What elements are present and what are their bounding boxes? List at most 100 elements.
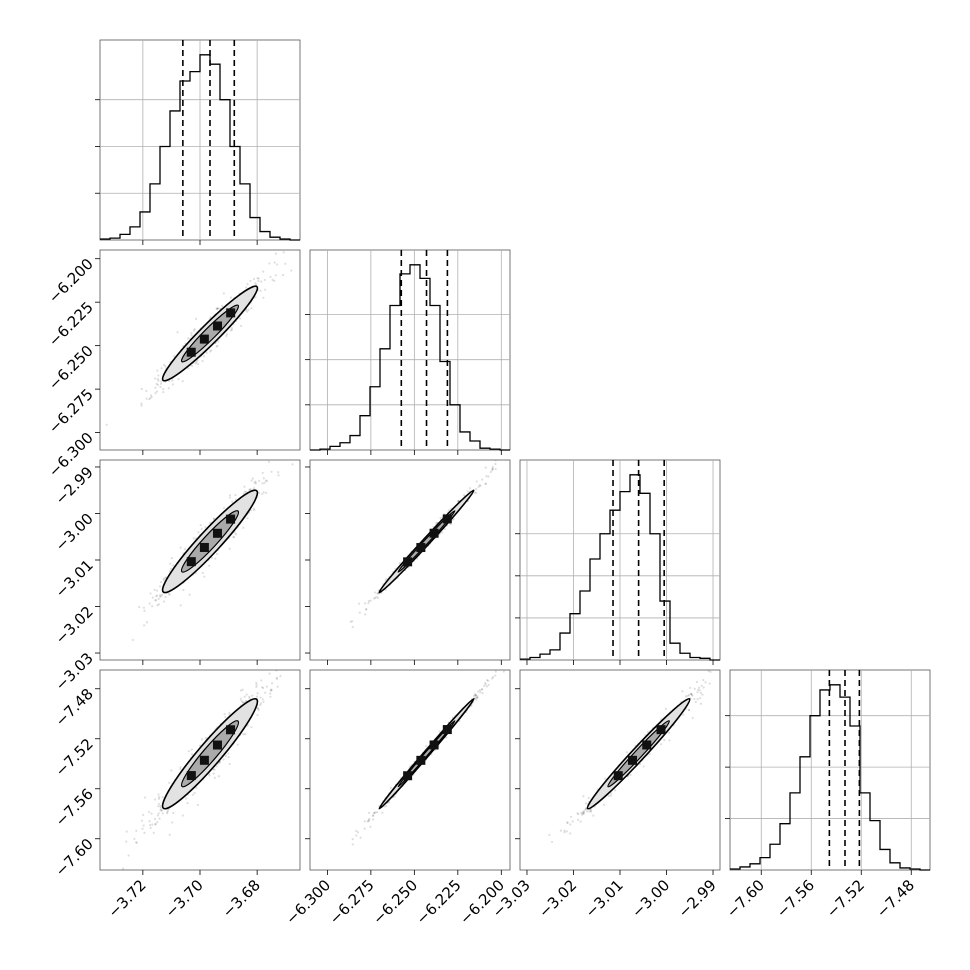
scatter-point xyxy=(157,805,160,808)
scatter-point xyxy=(474,491,478,494)
scatter-point xyxy=(160,808,163,811)
scatter-point xyxy=(243,485,246,488)
scatter-point xyxy=(229,296,233,299)
scatter-point xyxy=(480,688,484,691)
scatter-point xyxy=(265,685,268,688)
scatter-point xyxy=(195,317,198,320)
scatter-point xyxy=(263,481,266,484)
scatter-point xyxy=(246,310,249,313)
scatter-point xyxy=(184,797,188,800)
scatter-point xyxy=(709,670,712,673)
scatter-point xyxy=(248,695,251,698)
scatter-point xyxy=(204,526,207,529)
scatter-point xyxy=(154,822,157,826)
scatter-point xyxy=(262,270,265,273)
scatter-point xyxy=(239,317,242,320)
x-tick-label-0-0: −3.72 xyxy=(104,876,149,921)
scatter-point xyxy=(216,307,220,310)
scatter-point xyxy=(274,252,277,255)
scatter-point xyxy=(203,575,206,578)
density-block-4-1 xyxy=(429,740,439,750)
scatter-point xyxy=(228,762,231,766)
scatter-point xyxy=(284,262,287,265)
scatter-point xyxy=(281,273,285,277)
scatter-point xyxy=(145,389,148,392)
scatter-point xyxy=(228,496,231,499)
scatter-point xyxy=(188,593,191,596)
density-block-2-3 xyxy=(403,557,413,567)
scatter-point xyxy=(160,367,163,370)
scatter-point xyxy=(151,596,154,599)
scatter-point xyxy=(155,595,158,598)
scatter-point xyxy=(363,820,366,823)
scatter-point xyxy=(449,523,452,526)
scatter-point xyxy=(489,470,492,474)
scatter-point xyxy=(357,602,361,605)
scatter-panel-2-3 xyxy=(515,669,721,875)
scatter-point xyxy=(157,793,160,796)
scatter-point xyxy=(140,404,143,407)
scatter-point xyxy=(208,774,211,777)
scatter-point xyxy=(494,674,497,677)
scatter-point xyxy=(466,490,469,493)
scatter-point xyxy=(367,811,371,814)
scatter-point xyxy=(663,738,666,742)
scatter-point xyxy=(162,387,165,391)
scatter-point xyxy=(154,377,157,380)
scatter-point xyxy=(297,451,299,453)
scatter-point xyxy=(254,482,257,485)
scatter-point xyxy=(359,836,362,839)
scatter-point xyxy=(358,611,361,614)
contour-inner-2-3 xyxy=(607,720,670,788)
panels-layer: −3.72 −3.70 −3.68 −6.300−6.275−6.250−6.225−… xyxy=(45,39,931,928)
scatter-point xyxy=(194,786,198,789)
scatter-point xyxy=(690,693,694,696)
scatter-point xyxy=(255,685,258,688)
x-tick-label-1-3: −6.225 xyxy=(413,876,465,928)
scatter-point xyxy=(376,592,380,595)
scatter-point xyxy=(701,693,704,696)
scatter-point xyxy=(473,693,476,696)
scatter-point xyxy=(149,826,152,830)
scatter-point xyxy=(376,596,380,599)
scatter-point xyxy=(214,557,217,560)
scatter-point xyxy=(376,592,379,595)
scatter-point xyxy=(181,814,184,817)
scatter-point xyxy=(582,812,585,816)
scatter-point xyxy=(122,867,125,870)
scatter-point xyxy=(127,854,130,857)
scatter-content-1-2 xyxy=(349,460,508,629)
scatter-point xyxy=(699,691,702,695)
y-tick-label-1-4: −6.200 xyxy=(45,255,97,307)
scatter-point xyxy=(125,840,128,843)
scatter-point xyxy=(268,672,271,675)
scatter-content-0-2 xyxy=(131,451,299,642)
scatter-point xyxy=(371,818,375,821)
scatter-point xyxy=(276,685,279,688)
scatter-point xyxy=(269,695,272,698)
scatter-point xyxy=(475,698,478,701)
scatter-point xyxy=(171,383,174,386)
scatter-point xyxy=(201,359,204,363)
scatter-point xyxy=(355,829,358,832)
scatter-point xyxy=(275,670,278,672)
scatter-point xyxy=(215,345,218,348)
scatter-point xyxy=(398,562,401,565)
scatter-point xyxy=(169,567,173,570)
scatter-point xyxy=(199,524,202,527)
scatter-point xyxy=(368,817,371,821)
scatter-point xyxy=(491,465,494,469)
scatter-point xyxy=(697,686,701,689)
scatter-point xyxy=(154,392,157,395)
scatter-point xyxy=(197,531,200,534)
scatter-point xyxy=(230,328,234,331)
y-tick-label-3-3: −7.48 xyxy=(52,685,97,730)
scatter-point xyxy=(374,591,377,594)
scatter-point xyxy=(173,355,176,358)
scatter-point xyxy=(213,768,216,771)
scatter-point xyxy=(213,776,216,779)
scatter-point xyxy=(257,707,260,710)
scatter-point xyxy=(251,477,254,480)
scatter-point xyxy=(689,692,693,695)
